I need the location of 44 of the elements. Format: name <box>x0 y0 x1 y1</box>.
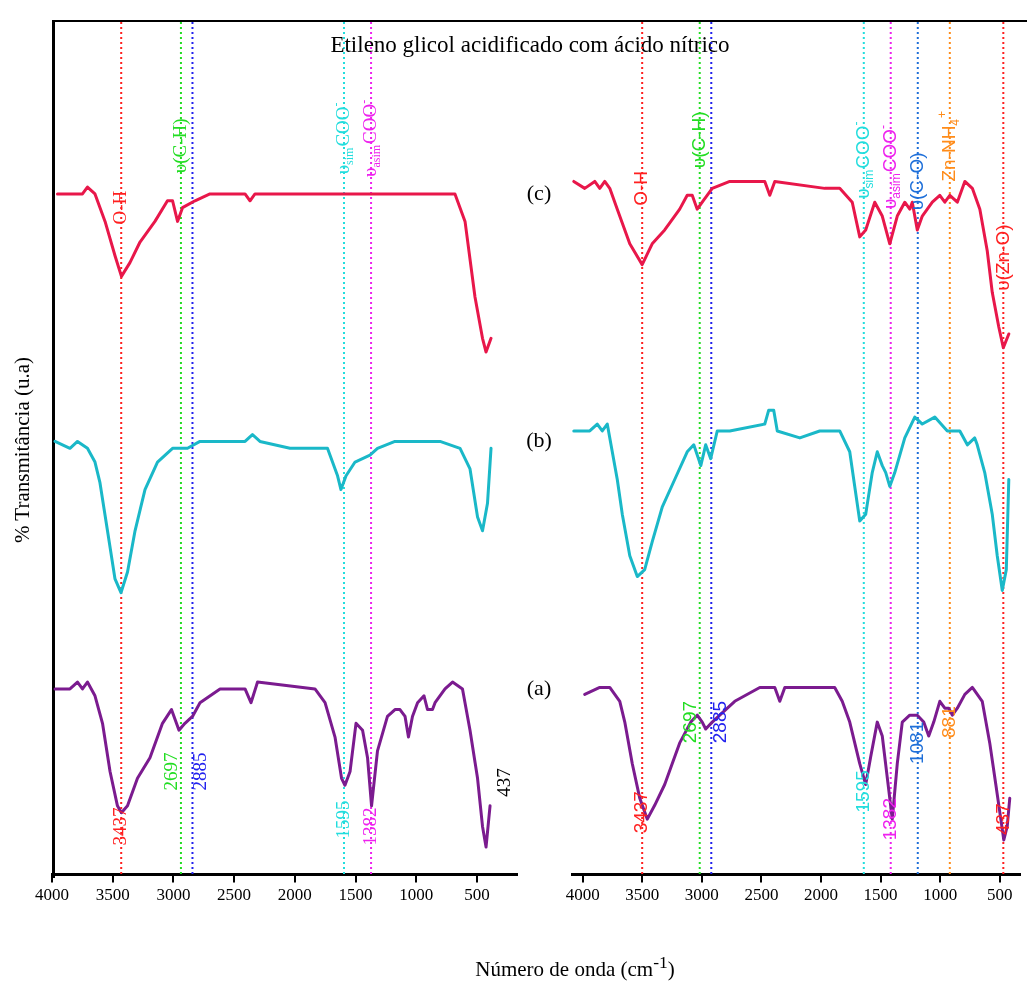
annotation: υ(C-H) <box>168 118 191 174</box>
text: (c) <box>526 179 552 205</box>
annotation: O-H <box>630 170 652 206</box>
annotation: 881 <box>938 706 960 738</box>
annotation: 3437 <box>109 807 131 846</box>
x-tick-label: 3000 <box>684 885 719 905</box>
annotation: 1595 <box>852 770 874 813</box>
x-tick-label: 1000 <box>399 885 434 905</box>
annotation: 2885 <box>189 752 211 791</box>
x-tick-label: 2500 <box>217 885 252 905</box>
x-axis-title: Número de onda (cm$^{-1}$) <box>475 952 675 982</box>
x-tick-label: 3500 <box>95 885 130 905</box>
annotation: 1382 <box>878 798 900 841</box>
x-tick-label: 500 <box>986 885 1013 905</box>
y-axis-title: % Transmitância (u.a) <box>9 356 35 544</box>
annotation: υ(C-O) <box>906 152 927 211</box>
annotation: 2697 <box>678 700 700 744</box>
x-tick-label: 2500 <box>744 885 779 905</box>
x-tick-label: 1000 <box>923 885 958 905</box>
chart-title: Etileno glicol acidificado com ácido nítrico <box>330 32 730 58</box>
x-tick-label: 3000 <box>156 885 191 905</box>
x-tick-label: 4000 <box>565 885 600 905</box>
series-label: (b) <box>526 427 552 453</box>
annotation: 437 <box>991 803 1013 835</box>
x-tick-label: 4000 <box>35 885 69 905</box>
text: (a) <box>526 674 552 700</box>
x-tick-label: 500 <box>464 885 490 905</box>
annotation: 2697 <box>159 752 181 791</box>
x-tick-label: 2000 <box>277 885 312 905</box>
annotation: 2885 <box>708 700 730 744</box>
annotation: υ(Zn-O) <box>991 224 1013 291</box>
x-tick-label: 1500 <box>338 885 373 905</box>
annotation: υasimCOO- <box>876 125 903 210</box>
annotation: υsimCOO- <box>849 121 876 199</box>
annotation: 3437 <box>630 791 652 834</box>
annotation: 1382 <box>359 807 381 846</box>
x-tick-label: 2000 <box>804 885 839 905</box>
annotation: υasimCOO- <box>356 99 383 177</box>
annotation: υ(C-H) <box>687 111 709 169</box>
x-tick-label: 3500 <box>625 885 660 905</box>
annotation: 1081 <box>906 721 927 765</box>
annotation: 437 <box>492 768 514 797</box>
annotation: Zn-NH4+ <box>935 110 962 182</box>
x-tick-label: 1500 <box>863 885 898 905</box>
